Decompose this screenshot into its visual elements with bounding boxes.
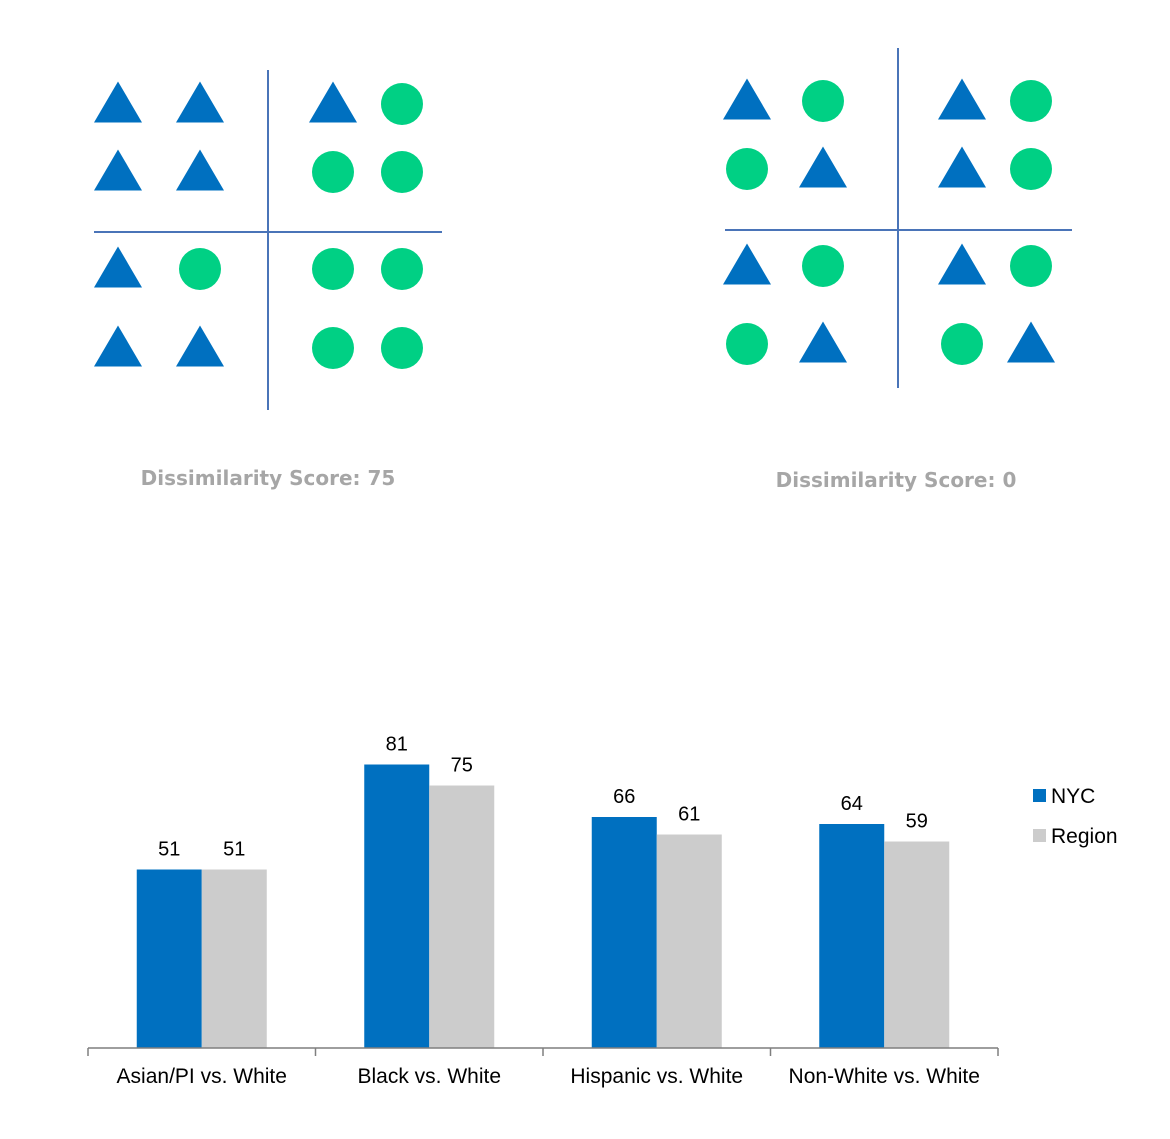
triangle-shape	[176, 149, 224, 191]
triangle-shape	[309, 81, 357, 123]
triangle-shape	[176, 325, 224, 367]
triangle-shape	[94, 81, 142, 123]
triangle-shape	[94, 325, 142, 367]
value-label: 51	[223, 839, 245, 861]
legend-label-region: Region	[1051, 825, 1118, 848]
triangle-shape	[938, 243, 986, 285]
dissimilarity-caption-right: Dissimilarity Score: 0	[776, 468, 1017, 492]
circle-shape	[312, 327, 354, 369]
triangle-shape	[799, 321, 847, 363]
triangle-shape	[723, 78, 771, 120]
value-label: 64	[841, 793, 863, 815]
legend-swatch-nyc	[1033, 789, 1046, 802]
bars-group	[136, 764, 950, 1048]
bar-chart: 51 51 81 75 66 61 64 59 Asian/PI vs. White Black…	[87, 734, 1118, 1088]
circle-shape	[1010, 245, 1052, 287]
value-label: 81	[386, 734, 408, 756]
bar-region	[656, 834, 722, 1048]
value-label: 51	[158, 839, 180, 861]
value-label: 59	[906, 811, 928, 833]
value-labels-group: 51 51 81 75 66 61 64 59	[158, 734, 928, 861]
circle-shape	[312, 248, 354, 290]
bar-nyc	[591, 817, 657, 1048]
triangle-shape	[799, 146, 847, 188]
circle-shape	[941, 323, 983, 365]
triangle-shape	[94, 246, 142, 288]
category-label: Non-White vs. White	[789, 1065, 980, 1088]
triangle-shape	[723, 243, 771, 285]
value-label: 75	[451, 755, 473, 777]
integrated-diagram: Dissimilarity Score: 0	[723, 48, 1072, 492]
triangle-shape	[1007, 321, 1055, 363]
category-label: Black vs. White	[357, 1065, 501, 1088]
circle-shape	[179, 248, 221, 290]
circle-shape	[381, 248, 423, 290]
circle-shape	[802, 245, 844, 287]
bar-nyc	[819, 824, 885, 1048]
bar-nyc	[364, 764, 430, 1048]
circle-shape	[381, 327, 423, 369]
dissimilarity-caption-left: Dissimilarity Score: 75	[141, 466, 396, 490]
legend: NYC Region	[1033, 785, 1118, 848]
circle-shape	[1010, 148, 1052, 190]
circle-shape	[1010, 80, 1052, 122]
value-label: 61	[678, 804, 700, 826]
category-labels-group: Asian/PI vs. White Black vs. White Hispani…	[117, 1065, 980, 1088]
circle-shape	[381, 83, 423, 125]
segregated-diagram: Dissimilarity Score: 75	[94, 70, 442, 490]
category-label: Hispanic vs. White	[570, 1065, 743, 1088]
circle-shape	[802, 80, 844, 122]
diagram-shapes	[723, 78, 1055, 365]
x-axis	[87, 1047, 999, 1056]
triangle-shape	[938, 146, 986, 188]
bar-region	[429, 785, 495, 1048]
circle-shape	[381, 151, 423, 193]
circle-shape	[726, 323, 768, 365]
circle-shape	[726, 148, 768, 190]
triangle-shape	[938, 78, 986, 120]
legend-swatch-region	[1033, 829, 1046, 842]
category-label: Asian/PI vs. White	[117, 1065, 287, 1088]
legend-label-nyc: NYC	[1051, 785, 1095, 808]
bar-nyc	[136, 869, 202, 1048]
bar-region	[201, 869, 267, 1048]
triangle-shape	[94, 149, 142, 191]
bar-region	[884, 841, 950, 1048]
diagram-shapes	[94, 81, 423, 369]
triangle-shape	[176, 81, 224, 123]
value-label: 66	[613, 786, 635, 808]
circle-shape	[312, 151, 354, 193]
